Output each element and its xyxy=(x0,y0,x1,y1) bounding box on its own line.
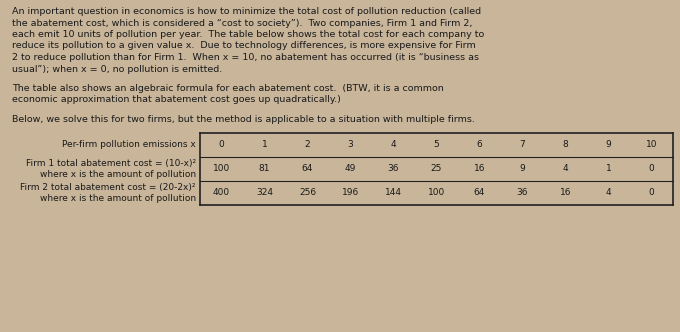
Text: 16: 16 xyxy=(560,188,571,197)
Text: 64: 64 xyxy=(302,164,313,173)
Text: 1: 1 xyxy=(606,164,611,173)
Text: 16: 16 xyxy=(474,164,486,173)
Text: 1: 1 xyxy=(262,140,267,149)
Text: 256: 256 xyxy=(299,188,316,197)
Text: 196: 196 xyxy=(342,188,359,197)
Text: 100: 100 xyxy=(428,188,445,197)
Text: 2 to reduce pollution than for Firm 1.  When x = 10, no abatement has occurred (: 2 to reduce pollution than for Firm 1. W… xyxy=(12,53,479,62)
Text: Below, we solve this for two firms, but the method is applicable to a situation : Below, we solve this for two firms, but … xyxy=(12,115,475,124)
Text: 4: 4 xyxy=(606,188,611,197)
Text: 400: 400 xyxy=(213,188,230,197)
Text: 9: 9 xyxy=(520,164,526,173)
Text: 0: 0 xyxy=(219,140,224,149)
Text: 9: 9 xyxy=(606,140,611,149)
Text: where x is the amount of pollution: where x is the amount of pollution xyxy=(40,170,196,179)
Text: 25: 25 xyxy=(431,164,442,173)
Text: where x is the amount of pollution: where x is the amount of pollution xyxy=(40,194,196,203)
Text: 36: 36 xyxy=(388,164,399,173)
Text: The table also shows an algebraic formula for each abatement cost.  (BTW, it is : The table also shows an algebraic formul… xyxy=(12,84,444,93)
Text: 100: 100 xyxy=(213,164,230,173)
Text: 2: 2 xyxy=(305,140,310,149)
Text: 4: 4 xyxy=(562,164,568,173)
Text: 10: 10 xyxy=(646,140,658,149)
Text: reduce its pollution to a given value x.  Due to technology differences, is more: reduce its pollution to a given value x.… xyxy=(12,42,476,50)
Text: 324: 324 xyxy=(256,188,273,197)
Text: the abatement cost, which is considered a “cost to society”).  Two companies, Fi: the abatement cost, which is considered … xyxy=(12,19,473,28)
Text: 4: 4 xyxy=(391,140,396,149)
Text: Firm 1 total abatement cost = (10-x)²: Firm 1 total abatement cost = (10-x)² xyxy=(26,159,196,168)
Text: An important question in economics is how to minimize the total cost of pollutio: An important question in economics is ho… xyxy=(12,7,481,16)
Text: 5: 5 xyxy=(434,140,439,149)
Text: 7: 7 xyxy=(520,140,526,149)
Text: 144: 144 xyxy=(385,188,402,197)
Text: 8: 8 xyxy=(562,140,568,149)
Text: usual”); when x = 0, no pollution is emitted.: usual”); when x = 0, no pollution is emi… xyxy=(12,64,222,73)
Text: 64: 64 xyxy=(474,188,486,197)
Text: 0: 0 xyxy=(649,188,654,197)
Text: each emit 10 units of pollution per year.  The table below shows the total cost : each emit 10 units of pollution per year… xyxy=(12,30,484,39)
Text: 49: 49 xyxy=(345,164,356,173)
Text: 81: 81 xyxy=(259,164,270,173)
Text: 6: 6 xyxy=(477,140,482,149)
Text: Per-firm pollution emissions x: Per-firm pollution emissions x xyxy=(63,140,196,149)
Text: 0: 0 xyxy=(649,164,654,173)
Text: 3: 3 xyxy=(347,140,354,149)
Text: 36: 36 xyxy=(517,188,528,197)
Text: economic approximation that abatement cost goes up quadratically.): economic approximation that abatement co… xyxy=(12,96,341,105)
Text: Firm 2 total abatement cost = (20-2x)²: Firm 2 total abatement cost = (20-2x)² xyxy=(20,183,196,192)
